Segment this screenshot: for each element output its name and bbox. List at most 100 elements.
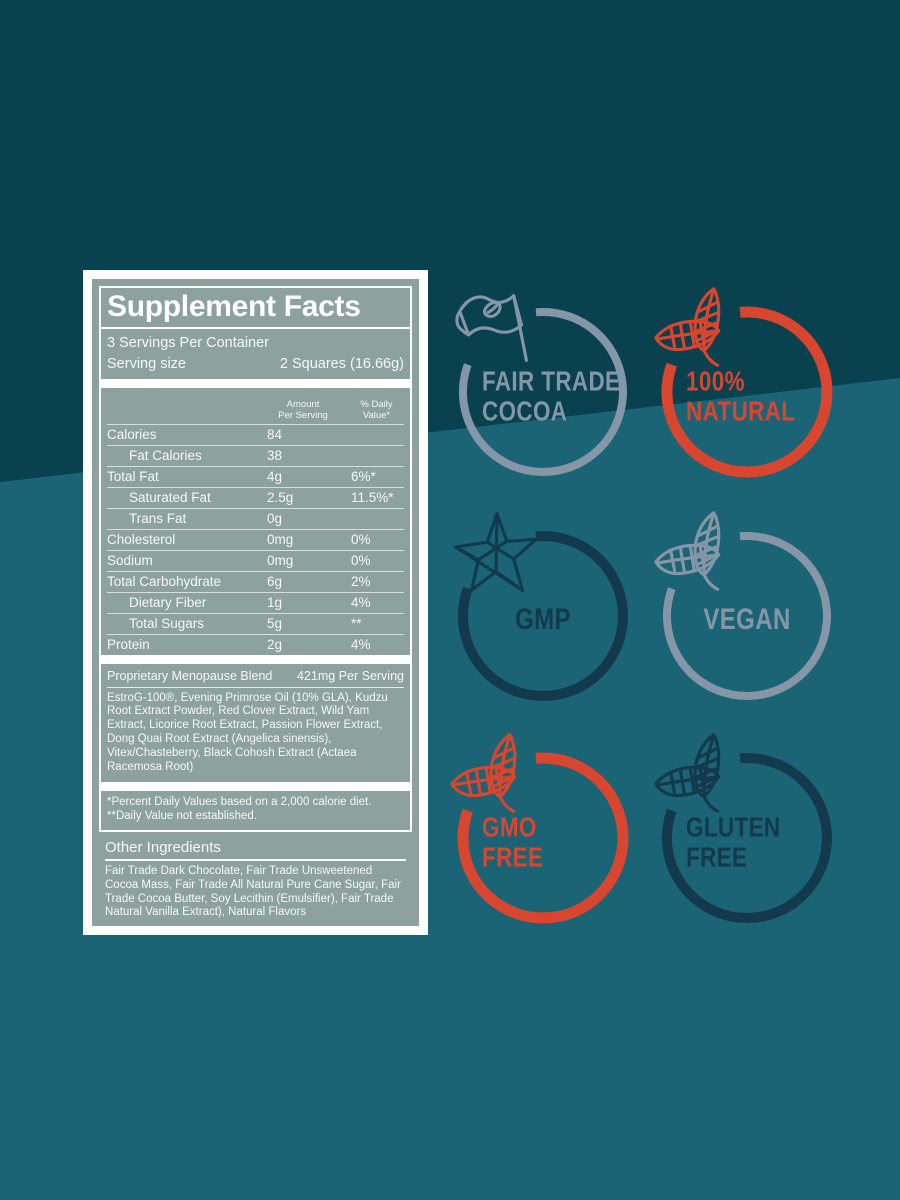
nutrient-label: Sodium [107,553,153,569]
badge-fair-trade-cocoa: FAIR TRADE COCOA [438,287,648,497]
divider-bar [101,654,410,664]
other-ingredients-text: Fair Trade Dark Chocolate, Fair Trade Un… [105,865,401,919]
supplement-facts-title: Supplement Facts [107,290,361,323]
leaves-icon [652,729,750,821]
badge-label-line: FAIR TRADE [482,365,621,397]
badge-label: 100% NATURAL [686,365,823,427]
nutrient-row: Cholesterol 0mg 0% [107,528,404,550]
nutrient-amount: 2.5g [267,490,294,506]
nutrient-daily-value: 0% [351,532,371,548]
nutrient-amount: 38 [267,448,283,464]
other-ingredients-divider [105,859,406,862]
nutrient-label: Total Sugars [129,616,205,632]
servings-per-container: 3 Servings Per Container [107,334,269,351]
nutrient-daily-value: 4% [351,595,371,611]
nutrient-row: Total Sugars 5g ** [107,612,404,634]
nutrient-label: Total Carbohydrate [107,574,222,590]
nutrient-row: Total Fat 4g 6%* [107,465,404,487]
nutrient-amount: 0mg [267,532,294,548]
leaves-icon [448,729,546,821]
badge-label: GLUTEN FREE [686,811,804,872]
nutrient-label: Trans Fat [129,511,187,527]
badge-label-line: FREE [482,841,544,873]
nutrient-daily-value: 0% [351,553,371,569]
badge-label-line: VEGAN [703,603,791,637]
badge-gmo-free: GMO FREE [438,733,648,943]
badge-label-line: GMP [515,603,571,637]
badge-label-line: NATURAL [686,395,796,427]
nutrient-amount: 84 [267,427,283,443]
badge-gmp: GMP [438,511,648,721]
supplement-facts-inner: Supplement Facts 3 Servings Per Containe… [92,279,419,926]
blend-amount: 421mg Per Serving [296,668,404,683]
nutrient-daily-value: 6%* [351,469,376,485]
badge-ring [661,306,833,478]
badge-label: GMO FREE [482,811,559,873]
nutrient-row: Total Carbohydrate 6g 2% [107,570,404,592]
serving-size-row: Serving size 2 Squares (16.66g) [107,353,404,379]
badge-ring [458,308,627,476]
proprietary-blend-row: Proprietary Menopause Blend 421mg Per Se… [107,664,404,687]
column-headers: Amount Per Serving % Daily Value* [107,388,404,424]
nutrient-amount: 2g [267,637,283,653]
serving-size-label: Serving size [107,355,186,372]
leaves-icon [652,283,750,375]
badge-ring [662,532,831,700]
nutrient-amount: 0g [267,511,283,527]
nutrient-amount: 5g [267,616,283,632]
badge-ring [661,753,832,923]
title-divider [101,326,410,329]
nutrient-amount: 6g [267,574,283,590]
badge-ring [457,752,629,924]
amount-header-line1: Amount [286,398,320,410]
blend-ingredients: EstroG-100®, Evening Primrose Oil (10% G… [107,691,388,773]
star-icon [448,507,546,599]
nutrient-amount: 0mg [267,553,294,569]
serving-size-value: 2 Squares (16.66g) [279,355,404,372]
badge-label-line: 100% [686,365,745,397]
blend-divider [107,686,404,688]
supplement-facts-panel: Supplement Facts 3 Servings Per Containe… [83,270,428,935]
other-ingredients-title: Other Ingredients [105,839,221,857]
nutrient-table: Calories 84 Fat Calories 38 Total Fat 4g 6%* Sa… [107,423,404,655]
badge-gluten-free: GLUTEN FREE [642,733,852,943]
badge-100-natural: 100% NATURAL [642,287,852,497]
leaves-icon [652,507,750,599]
badge-label-line: GMO [482,811,537,843]
badge-label-line: GLUTEN [686,811,781,843]
flag-cocoa-icon [448,283,546,375]
badge-label-line: COCOA [482,395,568,427]
divider-bar [101,782,410,792]
badge-ring [457,531,628,701]
nutrient-daily-value: ** [351,616,362,632]
nutrient-row: Calories 84 [107,423,404,445]
footnotes: *Percent Daily Values based on a 2,000 c… [107,791,404,825]
nutrient-row: Sodium 0mg 0% [107,549,404,571]
nutrient-row: Dietary Fiber 1g 4% [107,591,404,613]
nutrient-label: Total Fat [107,469,159,485]
footnote-daily-values: *Percent Daily Values based on a 2,000 c… [107,796,372,809]
footnote-not-established: **Daily Value not established. [107,809,258,822]
nutrient-row: Saturated Fat 2.5g 11.5%* [107,486,404,508]
facts-box: Supplement Facts 3 Servings Per Containe… [99,286,412,833]
badge-label: VEGAN [642,604,852,636]
nutrient-label: Dietary Fiber [129,595,207,611]
badge-label: FAIR TRADE COCOA [482,365,655,427]
nutrient-label: Saturated Fat [129,490,211,506]
blend-name: Proprietary Menopause Blend [107,668,273,683]
badge-vegan: VEGAN [642,511,852,721]
nutrient-label: Cholesterol [107,532,176,548]
amount-per-serving-header: Amount Per Serving [257,399,349,421]
nutrient-amount: 1g [267,595,283,611]
divider-bar [101,378,410,388]
badge-label: GMP [438,604,648,636]
nutrient-label: Fat Calories [129,448,202,464]
amount-header-line2: Per Serving [278,409,328,421]
other-ingredients-section: Other Ingredients Fair Trade Dark Chocol… [99,832,412,919]
nutrient-daily-value: 11.5%* [351,490,394,506]
nutrient-amount: 4g [267,469,283,485]
nutrient-daily-value: 2% [351,574,371,590]
nutrient-row: Trans Fat 0g [107,507,404,529]
nutrient-row: Protein 2g 4% [107,633,404,655]
